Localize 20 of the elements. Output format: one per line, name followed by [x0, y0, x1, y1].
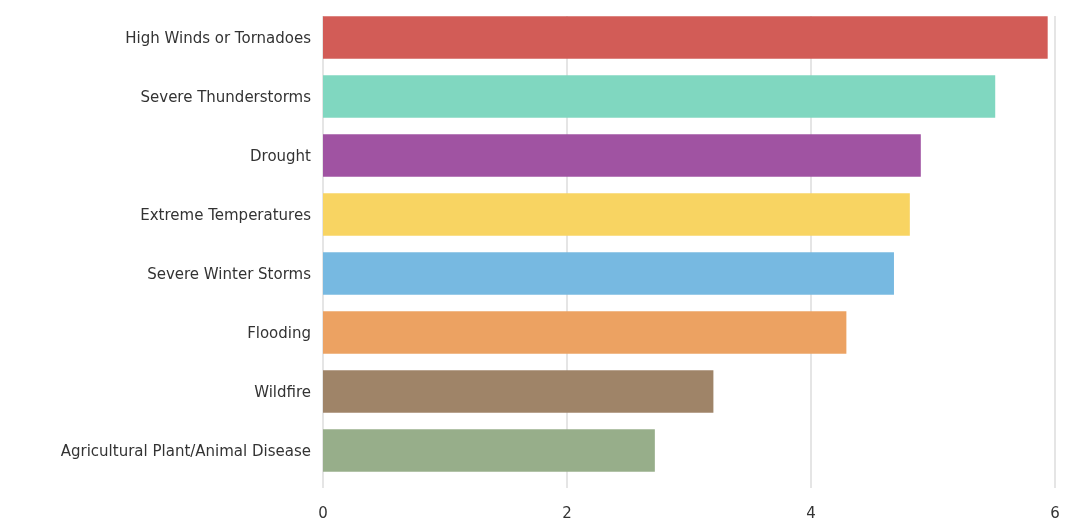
- x-tick-label: 2: [562, 504, 572, 522]
- y-tick-label: Severe Thunderstorms: [140, 87, 312, 106]
- bar: [323, 16, 1048, 59]
- y-tick-label: Drought: [250, 146, 312, 165]
- bar: [323, 429, 655, 472]
- bar: [323, 311, 847, 354]
- bar: [323, 193, 910, 236]
- y-tick-label: Extreme Temperatures: [140, 205, 312, 224]
- bar: [323, 75, 996, 118]
- x-tick-label: 4: [806, 504, 816, 522]
- x-tick-label: 0: [318, 504, 328, 522]
- y-tick-label: High Winds or Tornadoes: [125, 28, 312, 47]
- y-tick-label: Wildfire: [254, 382, 311, 401]
- y-tick-label: Severe Winter Storms: [147, 264, 312, 283]
- bar: [323, 134, 921, 177]
- y-tick-label: Agricultural Plant/Animal Disease: [60, 441, 311, 460]
- bar: [323, 252, 894, 295]
- bar: [323, 370, 714, 413]
- x-tick-label: 6: [1050, 504, 1060, 522]
- y-tick-label: Flooding: [247, 323, 311, 342]
